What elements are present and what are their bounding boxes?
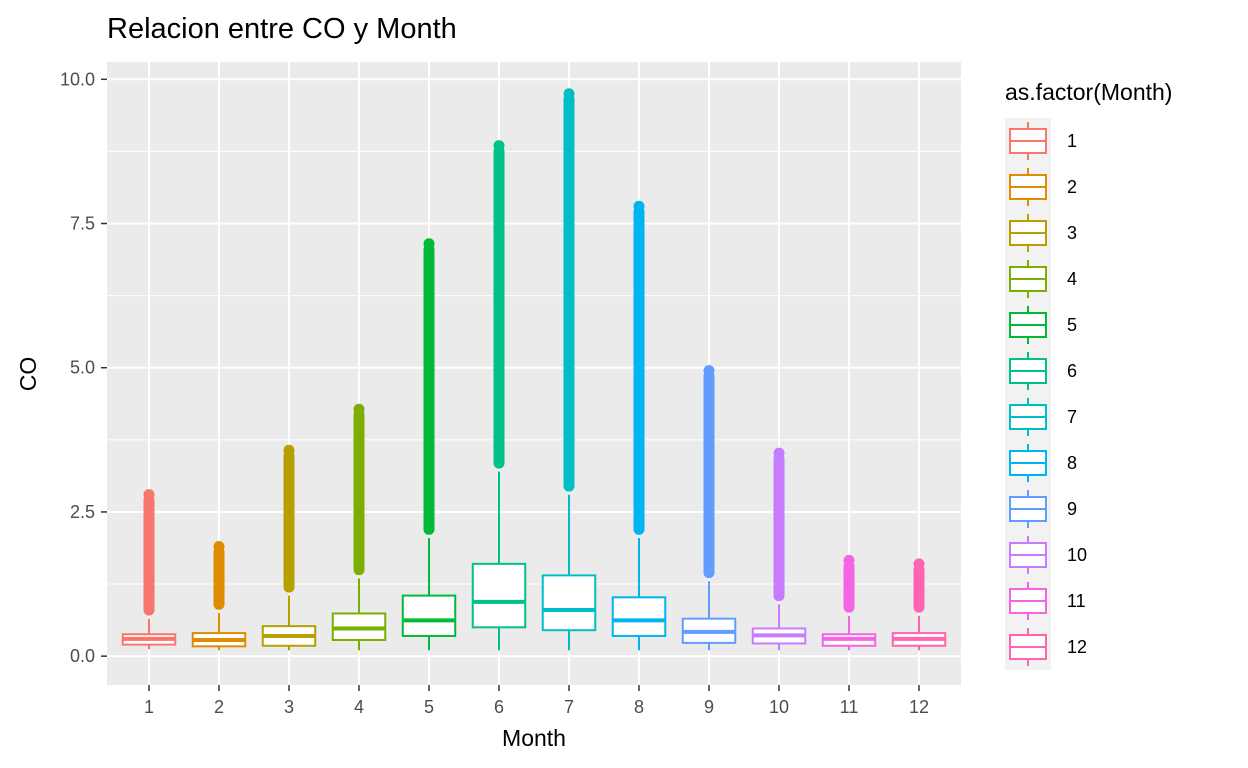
outlier-points <box>283 450 295 593</box>
max-outlier-point <box>773 447 785 459</box>
max-outlier-point <box>423 238 435 250</box>
legend-label: 2 <box>1067 177 1077 197</box>
legend-item-9: 9 <box>1009 490 1077 528</box>
legend-label: 5 <box>1067 315 1077 335</box>
y-tick-label: 0.0 <box>70 646 95 666</box>
max-outlier-point <box>633 200 645 212</box>
legend-label: 7 <box>1067 407 1077 427</box>
legend-label: 6 <box>1067 361 1077 381</box>
outlier-points <box>913 563 925 613</box>
box-series-12 <box>891 558 947 651</box>
max-outlier-point <box>843 554 855 566</box>
legend-item-11: 11 <box>1009 582 1086 620</box>
legend-label: 1 <box>1067 131 1077 151</box>
outlier-points <box>423 243 435 535</box>
box-series-8 <box>611 200 667 651</box>
box-series-10 <box>751 447 807 651</box>
outlier-points <box>703 370 715 579</box>
box-series-1 <box>121 489 177 650</box>
box-series-3 <box>261 444 317 651</box>
y-tick-label: 5.0 <box>70 358 95 378</box>
legend-label: 8 <box>1067 453 1077 473</box>
x-tick-label: 7 <box>564 697 574 717</box>
box-series-5 <box>401 238 457 651</box>
y-axis-title: CO <box>15 357 41 392</box>
max-outlier-point <box>213 541 225 553</box>
box-series-6 <box>471 140 527 651</box>
axes: 0.02.55.07.510.01 2 3 4 5 6 7 8 9 10 11 12 <box>60 69 929 717</box>
legend-item-7: 7 <box>1009 398 1077 436</box>
y-tick-label: 7.5 <box>70 214 95 234</box>
box <box>471 562 527 629</box>
box <box>401 594 457 637</box>
x-tick-label: 9 <box>704 697 714 717</box>
box <box>611 596 667 637</box>
outlier-points <box>143 494 155 616</box>
legend-item-5: 5 <box>1009 306 1077 344</box>
max-outlier-point <box>143 489 155 501</box>
max-outlier-point <box>703 365 715 377</box>
box <box>541 574 597 632</box>
box-series-11 <box>821 554 877 651</box>
x-tick-label: 8 <box>634 697 644 717</box>
legend-label: 9 <box>1067 499 1077 519</box>
max-outlier-point <box>493 140 505 152</box>
outlier-points <box>213 546 225 610</box>
legend-item-10: 10 <box>1009 536 1087 574</box>
legend-label: 10 <box>1067 545 1087 565</box>
x-tick-label: 4 <box>354 697 364 717</box>
legend-item-8: 8 <box>1009 444 1077 482</box>
x-tick-label: 12 <box>909 697 929 717</box>
legend-item-3: 3 <box>1009 214 1077 252</box>
legend-label: 11 <box>1067 591 1086 611</box>
x-tick-label: 3 <box>284 697 294 717</box>
outlier-points <box>353 409 365 576</box>
x-axis-title: Month <box>502 725 566 751</box>
y-tick-label: 10.0 <box>60 69 95 89</box>
legend-item-1: 1 <box>1009 122 1077 160</box>
max-outlier-point <box>913 558 925 570</box>
max-outlier-point <box>353 403 365 415</box>
x-tick-label: 1 <box>144 697 154 717</box>
plot-panel <box>107 62 961 685</box>
legend-item-2: 2 <box>1009 168 1077 206</box>
legend-label: 12 <box>1067 637 1087 657</box>
outlier-points <box>773 453 785 602</box>
legend-item-4: 4 <box>1009 260 1077 298</box>
legend-title: as.factor(Month) <box>1005 79 1172 105</box>
box-series-9 <box>681 365 737 651</box>
legend-key-background <box>1005 118 1051 670</box>
box-series-2 <box>191 541 247 651</box>
x-tick-label: 6 <box>494 697 504 717</box>
boxes-layer <box>121 88 947 651</box>
x-tick-label: 11 <box>840 697 859 717</box>
outlier-points <box>843 560 855 613</box>
legend-label: 4 <box>1067 269 1077 289</box>
max-outlier-point <box>563 88 575 100</box>
outlier-points <box>563 93 575 492</box>
legend-label: 3 <box>1067 223 1077 243</box>
x-tick-label: 2 <box>214 697 224 717</box>
x-tick-label: 10 <box>769 697 789 717</box>
outlier-points <box>633 206 645 535</box>
y-tick-label: 2.5 <box>70 502 95 522</box>
box-series-4 <box>331 403 387 651</box>
max-outlier-point <box>283 444 295 456</box>
x-tick-label: 5 <box>424 697 434 717</box>
box-series-7 <box>541 88 597 651</box>
chart-title: Relacion entre CO y Month <box>107 13 457 45</box>
legend-item-12: 12 <box>1009 628 1087 666</box>
outlier-points <box>493 145 505 469</box>
legend-item-6: 6 <box>1009 352 1077 390</box>
